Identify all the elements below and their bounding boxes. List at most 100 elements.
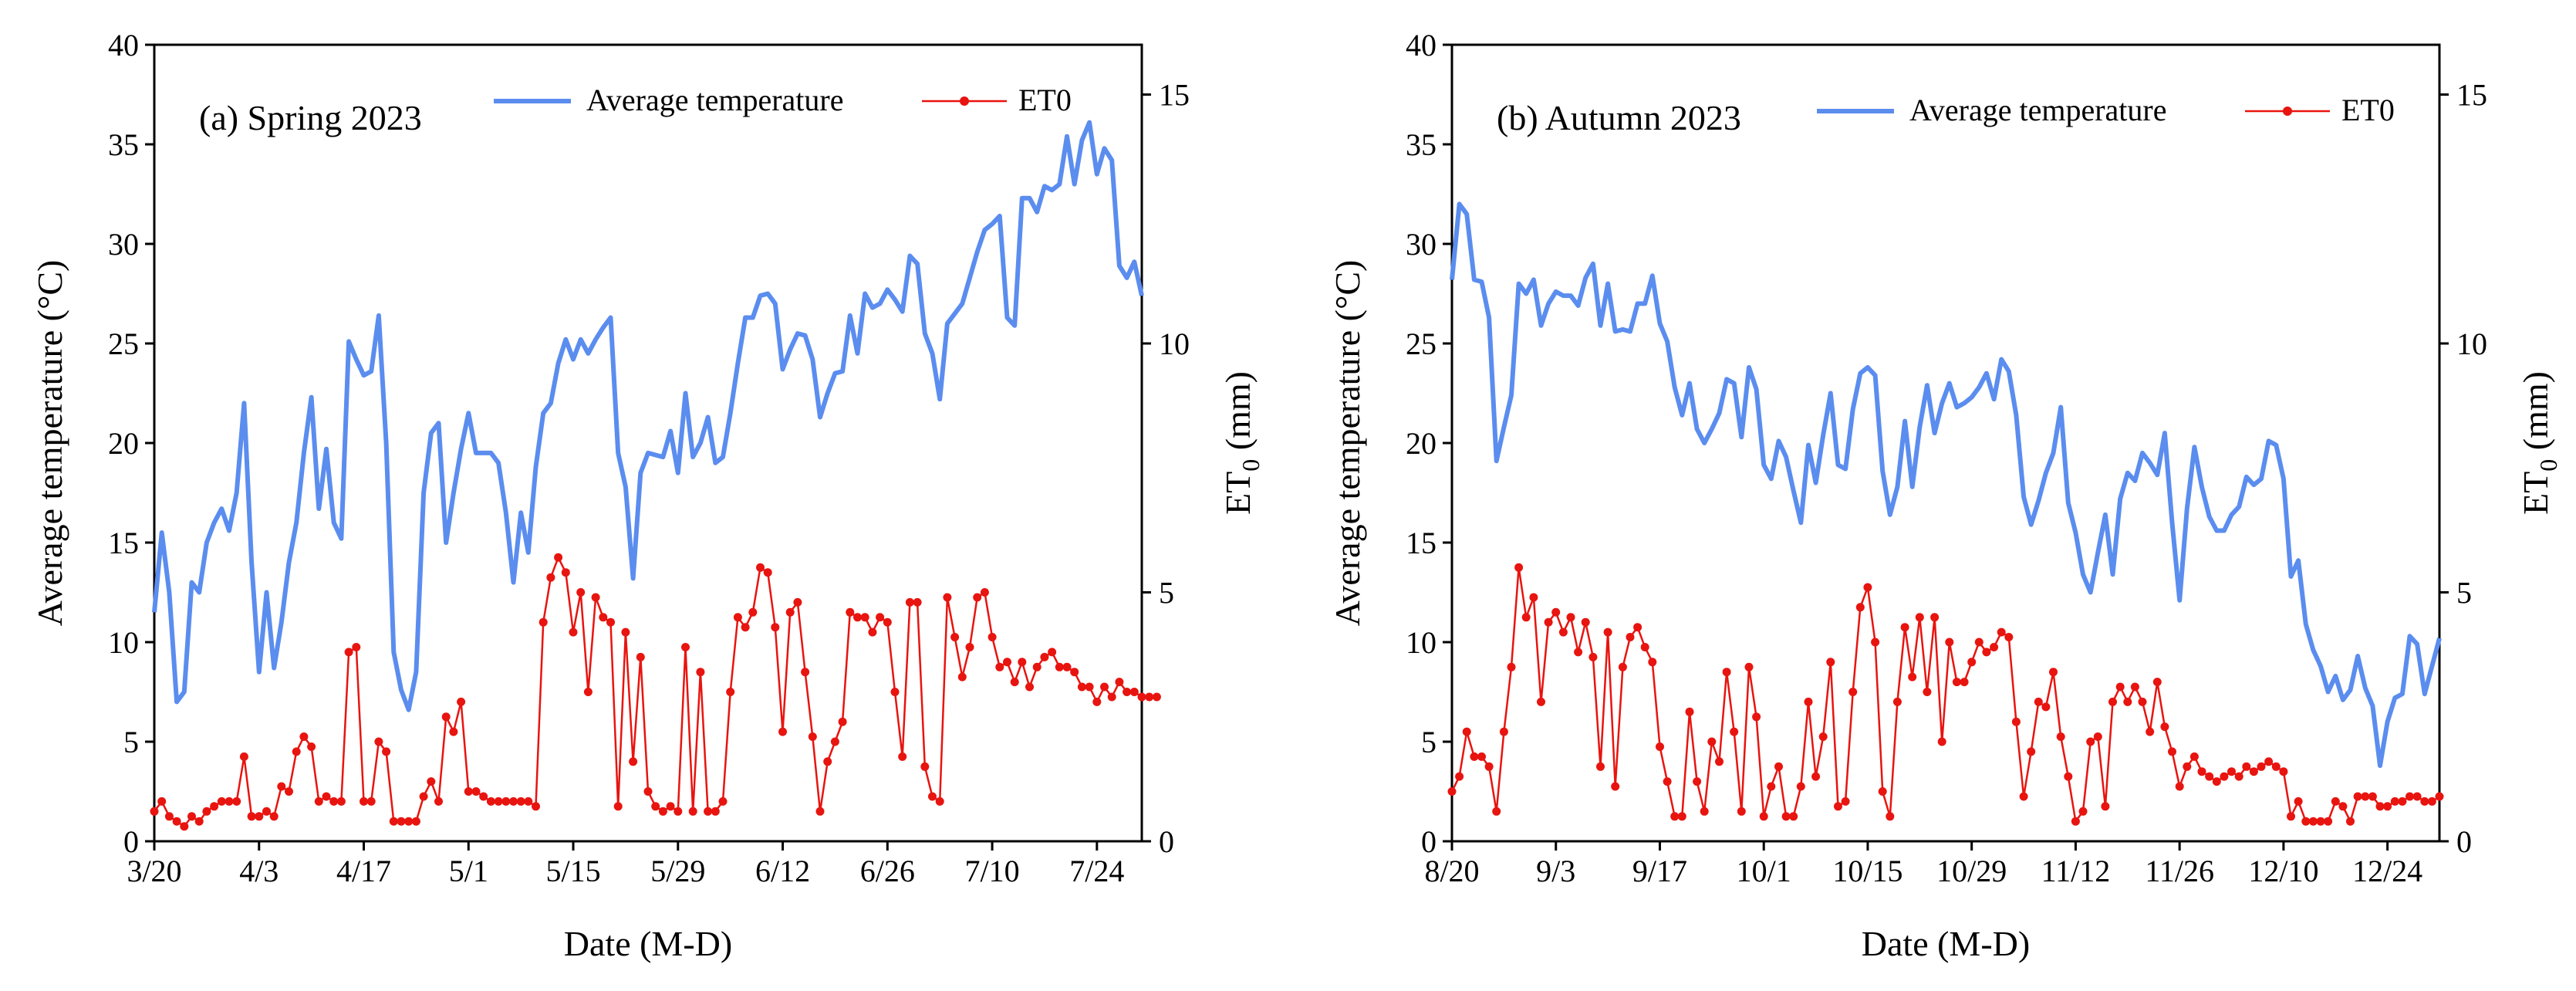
et0-point (1878, 787, 1887, 796)
et0-point (1085, 682, 1094, 692)
et0-point (2183, 762, 2192, 771)
et0-point (868, 627, 877, 637)
et0-point (1759, 812, 1768, 821)
y-right-tick-label: 15 (1159, 78, 1190, 113)
y-right-axis-label: ET0 (mm) (1218, 371, 1264, 515)
et0-point (876, 613, 885, 622)
et0-point (397, 817, 406, 826)
et0-point (2420, 797, 2429, 806)
panel-title: (a) Spring 2023 (199, 98, 422, 137)
et0-point (1908, 672, 1917, 682)
et0-point (419, 792, 428, 801)
et0-point (1603, 627, 1612, 637)
et0-point (1677, 812, 1686, 821)
et0-point (2168, 747, 2176, 756)
y-left-axis-label: Average temperature (°C) (1328, 260, 1367, 627)
x-tick-label: 5/15 (545, 854, 600, 888)
et0-point (1070, 668, 1079, 677)
et0-point (2152, 678, 2162, 687)
et0-point (771, 623, 780, 632)
panel-title: (b) Autumn 2023 (1497, 98, 1741, 137)
et0-point (1152, 692, 1161, 702)
et0-point (1923, 688, 1932, 696)
et0-point (1892, 697, 1902, 706)
et0-point (733, 613, 742, 622)
et0-point (255, 812, 264, 821)
et0-point (2220, 772, 2229, 781)
x-tick-label: 9/3 (1536, 854, 1575, 888)
et0-point (1685, 707, 1694, 716)
et0-point (658, 807, 667, 816)
et0-point (2064, 772, 2073, 781)
y-right-label-main: ET (2516, 472, 2555, 515)
et0-point (486, 797, 495, 806)
et0-point (681, 643, 690, 651)
plot-frame (1450, 43, 2441, 843)
et0-point (1982, 648, 1991, 657)
et0-point (2375, 802, 2385, 811)
et0-point (988, 633, 997, 641)
y-left-tick-label: 25 (108, 326, 139, 361)
et0-point (1544, 617, 1553, 627)
et0-point (2138, 697, 2147, 706)
y-left-axis-label: Average temperature (°C) (30, 260, 69, 627)
x-tick-label: 4/17 (336, 854, 391, 888)
et0-point (247, 812, 256, 821)
et0-point (322, 792, 331, 801)
et0-point (1003, 658, 1011, 667)
legend-temperature-label: Average temperature (1909, 93, 2167, 127)
et0-point (1960, 678, 1969, 687)
et0-point (1774, 762, 1783, 771)
et0-point (457, 697, 466, 706)
et0-point (1521, 613, 1531, 622)
et0-point (2331, 797, 2340, 806)
et0-point (1648, 658, 1657, 667)
et0-point (285, 787, 293, 796)
series-et0-line (1450, 567, 2440, 824)
et0-point (1707, 737, 1717, 746)
et0-point (404, 817, 414, 826)
x-tick-label: 12/24 (2352, 854, 2422, 888)
x-tick-label: 8/20 (1424, 854, 1479, 888)
et0-point (928, 792, 937, 801)
et0-point (2093, 732, 2102, 741)
et0-point (853, 613, 862, 622)
series-average-temperature-line (1450, 201, 2442, 768)
et0-point (1855, 603, 1865, 612)
et0-point (666, 802, 675, 811)
et0-point (2078, 807, 2088, 816)
et0-point (1100, 682, 1109, 692)
y-right-tick-label: 15 (2456, 78, 2487, 113)
et0-point (1834, 802, 1842, 811)
et0-point (1796, 782, 1805, 791)
y-left-tick-label: 30 (1406, 227, 1437, 262)
et0-point (172, 817, 181, 826)
et0-point (651, 802, 660, 811)
et0-point (516, 797, 525, 806)
et0-point (1804, 697, 1813, 706)
et0-point (2294, 797, 2303, 806)
x-tick-label: 12/10 (2248, 854, 2318, 888)
et0-point (2368, 792, 2377, 801)
y-right-tick-label: 5 (2456, 576, 2472, 610)
et0-point (2353, 792, 2362, 801)
et0-point (2316, 817, 2325, 826)
et0-point (2019, 792, 2028, 801)
et0-point (494, 797, 503, 806)
et0-point (1129, 688, 1139, 696)
et0-point (643, 787, 653, 796)
et0-point (1581, 617, 1590, 627)
y-left-tick-label: 35 (108, 127, 139, 162)
x-tick-label: 5/29 (650, 854, 705, 888)
y-left-tick-label: 40 (108, 28, 139, 63)
et0-point (1663, 777, 1672, 786)
et0-point (180, 822, 189, 831)
et0-point (360, 797, 368, 806)
et0-point (269, 812, 279, 821)
y-left-tick-label: 10 (108, 625, 139, 660)
et0-point (599, 613, 608, 622)
et0-point (374, 737, 383, 746)
et0-point (471, 787, 481, 796)
et0-point (202, 807, 211, 816)
